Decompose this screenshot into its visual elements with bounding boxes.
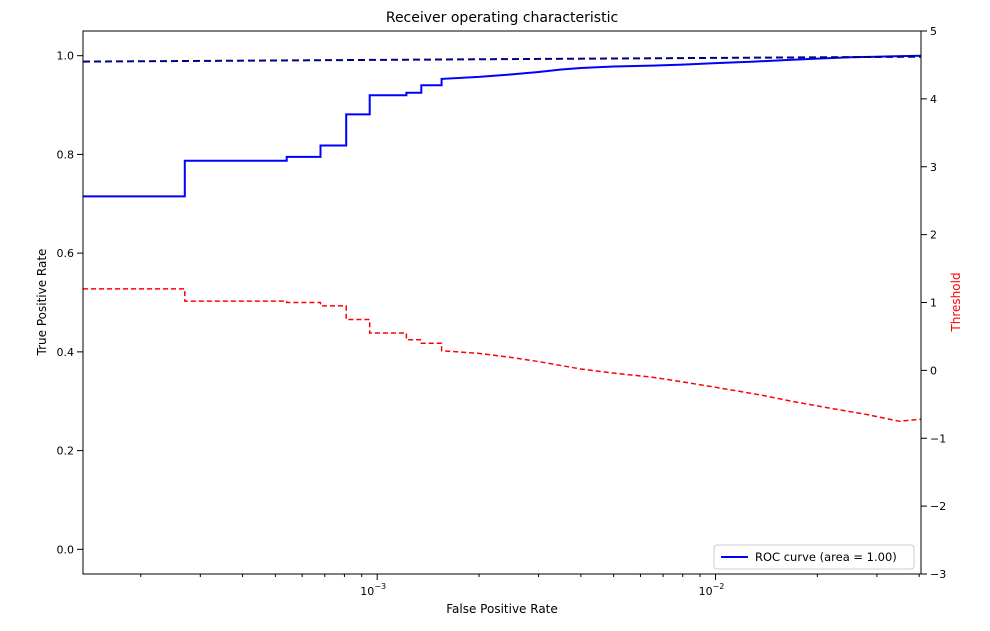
x-tick-label: 10−3 [360, 582, 386, 598]
y2-axis: −3 −2 −1 0 1 2 3 4 5 [921, 25, 946, 581]
plot-frame [82, 30, 922, 575]
y2-tick-label: −3 [930, 568, 946, 581]
y2-tick-label: 2 [930, 229, 937, 242]
y-tick-label: 1.0 [57, 50, 75, 63]
y2-tick-label: −1 [930, 432, 946, 445]
y2-tick-label: 0 [930, 364, 937, 377]
y2-tick-label: 5 [930, 25, 937, 38]
chance-line [82, 55, 922, 63]
threshold-line [83, 288, 922, 423]
y-tick-label: 0.0 [57, 543, 75, 556]
series-layer [82, 54, 922, 423]
y2-tick-label: 4 [930, 93, 937, 106]
chart-title: Receiver operating characteristic [386, 10, 618, 26]
y-tick-label: 0.6 [57, 247, 75, 260]
x-axis: 10−3 10−2 [140, 574, 920, 598]
y-tick-label: 0.4 [57, 346, 75, 359]
x-tick-label: 10−2 [699, 582, 725, 598]
y-axis-label: True Positive Rate [35, 249, 49, 357]
legend-label-roc: ROC curve (area = 1.00) [755, 550, 897, 564]
y2-tick-label: 1 [930, 297, 937, 310]
y2-tick-label: 3 [930, 161, 937, 174]
roc-curve-line [83, 54, 922, 198]
y-tick-label: 0.8 [57, 148, 75, 161]
y-tick-label: 0.2 [57, 445, 75, 458]
x-axis-label: False Positive Rate [446, 602, 558, 616]
legend: ROC curve (area = 1.00) [713, 544, 915, 570]
legend-box [713, 544, 915, 570]
y2-tick-label: −2 [930, 500, 946, 513]
y-axis: 0.0 0.2 0.4 0.6 0.8 1.0 [57, 50, 83, 556]
y2-axis-label: Threshold [949, 272, 963, 332]
